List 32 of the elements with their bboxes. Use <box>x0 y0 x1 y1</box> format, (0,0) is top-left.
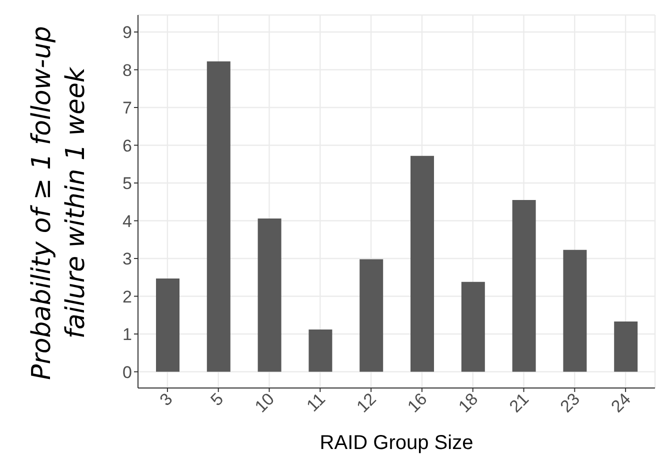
y-tick-label: 5 <box>122 174 132 194</box>
bar <box>156 278 180 372</box>
bar <box>360 259 384 372</box>
x-tick-label: 23 <box>556 389 584 416</box>
bar <box>206 61 230 372</box>
bar <box>512 200 536 372</box>
x-tick-label: 10 <box>251 389 278 416</box>
y-tick-label: 0 <box>122 362 132 382</box>
bar <box>614 322 638 372</box>
x-tick-label: 18 <box>454 389 482 416</box>
x-tick-label: 24 <box>608 389 634 416</box>
bar <box>410 156 434 372</box>
y-tick-label: 6 <box>122 136 132 156</box>
x-tick-label: 16 <box>404 389 431 416</box>
x-tick-label: 11 <box>303 389 329 416</box>
x-tick-label: 5 <box>207 389 228 410</box>
bar <box>308 329 332 372</box>
y-tick-label: 2 <box>122 287 132 306</box>
x-tick-label: 21 <box>506 389 533 416</box>
y-tick-label: 4 <box>122 212 132 231</box>
y-tick-label: 3 <box>122 250 132 269</box>
bar <box>461 282 485 372</box>
y-tick-label: 1 <box>122 325 132 344</box>
y-axis-title: Probability of ≥ 1 follow-up failure within 1 week <box>27 26 91 380</box>
y-tick-label: 9 <box>122 23 132 42</box>
bar <box>258 218 282 372</box>
y-tick-label: 8 <box>122 60 132 80</box>
x-tick-label: 12 <box>353 389 380 416</box>
x-tick-label: 3 <box>156 389 176 410</box>
y-tick-label: 7 <box>122 98 132 118</box>
bar <box>563 250 587 372</box>
x-axis-title: RAID Group Size <box>320 432 474 454</box>
